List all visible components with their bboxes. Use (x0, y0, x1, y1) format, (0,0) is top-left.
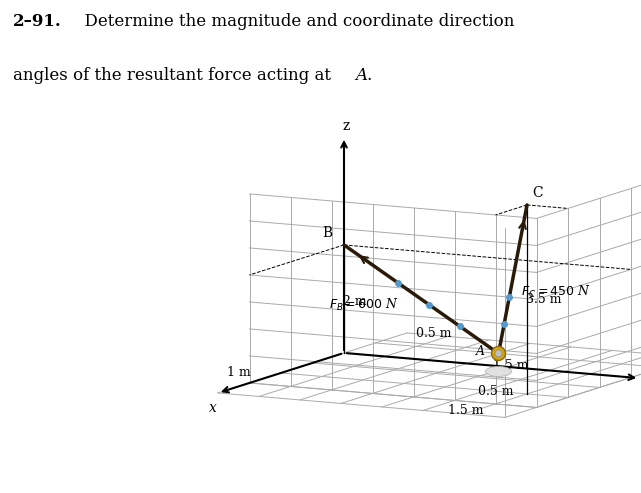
Text: 1.5 m: 1.5 m (493, 359, 528, 372)
Text: 1.5 m: 1.5 m (448, 404, 483, 417)
Ellipse shape (485, 366, 512, 377)
Text: Determine the magnitude and coordinate direction: Determine the magnitude and coordinate d… (74, 13, 514, 30)
Circle shape (492, 347, 506, 360)
Text: 2–91.: 2–91. (13, 13, 62, 30)
Text: angles of the resultant force acting at: angles of the resultant force acting at (13, 67, 336, 83)
Text: x: x (209, 401, 217, 415)
Text: C: C (532, 186, 543, 200)
Text: $F_B = 600$ N: $F_B = 600$ N (329, 297, 399, 313)
Text: 0.5 m: 0.5 m (478, 385, 514, 398)
Text: $F_C = 450$ N: $F_C = 450$ N (521, 284, 592, 300)
Text: z: z (342, 119, 349, 133)
Text: B: B (322, 226, 332, 240)
Text: .: . (367, 67, 372, 83)
Text: A: A (476, 345, 485, 358)
Text: 2 m: 2 m (342, 295, 366, 309)
Circle shape (495, 350, 502, 357)
Text: 3.5 m: 3.5 m (526, 293, 561, 306)
Text: 1 m: 1 m (227, 366, 251, 380)
Text: A: A (356, 67, 368, 83)
Text: 0.5 m: 0.5 m (417, 326, 452, 340)
